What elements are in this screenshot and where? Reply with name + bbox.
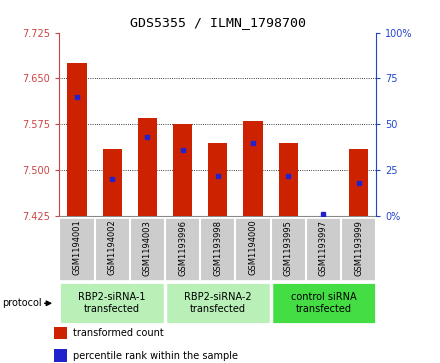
Text: RBP2-siRNA-2
transfected: RBP2-siRNA-2 transfected: [184, 292, 252, 314]
Text: control siRNA
transfected: control siRNA transfected: [290, 292, 356, 314]
Bar: [165, 282, 271, 324]
Bar: [55, 327, 67, 339]
Bar: [271, 282, 376, 324]
Text: GSM1194001: GSM1194001: [73, 220, 81, 276]
Bar: [208, 143, 227, 216]
Bar: [200, 218, 235, 281]
Bar: [95, 218, 130, 281]
Text: RBP2-siRNA-1
transfected: RBP2-siRNA-1 transfected: [78, 292, 146, 314]
Bar: [138, 118, 157, 216]
Text: protocol: protocol: [2, 298, 42, 308]
Text: percentile rank within the sample: percentile rank within the sample: [73, 351, 238, 360]
Text: GSM1193999: GSM1193999: [354, 220, 363, 276]
Bar: [59, 218, 95, 281]
Bar: [279, 143, 298, 216]
Bar: [130, 218, 165, 281]
Bar: [271, 218, 306, 281]
Bar: [173, 124, 192, 216]
Text: transformed count: transformed count: [73, 328, 164, 338]
Bar: [306, 218, 341, 281]
Bar: [59, 282, 165, 324]
Bar: [341, 218, 376, 281]
Text: GSM1194003: GSM1194003: [143, 220, 152, 276]
Bar: [165, 218, 200, 281]
Bar: [349, 149, 368, 216]
Text: GSM1194002: GSM1194002: [108, 220, 117, 276]
Text: GSM1194000: GSM1194000: [249, 220, 257, 276]
Text: GSM1193997: GSM1193997: [319, 220, 328, 276]
Title: GDS5355 / ILMN_1798700: GDS5355 / ILMN_1798700: [130, 16, 306, 29]
Text: GSM1193998: GSM1193998: [213, 220, 222, 276]
Bar: [55, 350, 67, 362]
Text: GSM1193995: GSM1193995: [284, 220, 293, 276]
Bar: [103, 149, 122, 216]
Bar: [243, 121, 263, 216]
Bar: [67, 63, 87, 216]
Text: GSM1193996: GSM1193996: [178, 220, 187, 276]
Bar: [235, 218, 271, 281]
